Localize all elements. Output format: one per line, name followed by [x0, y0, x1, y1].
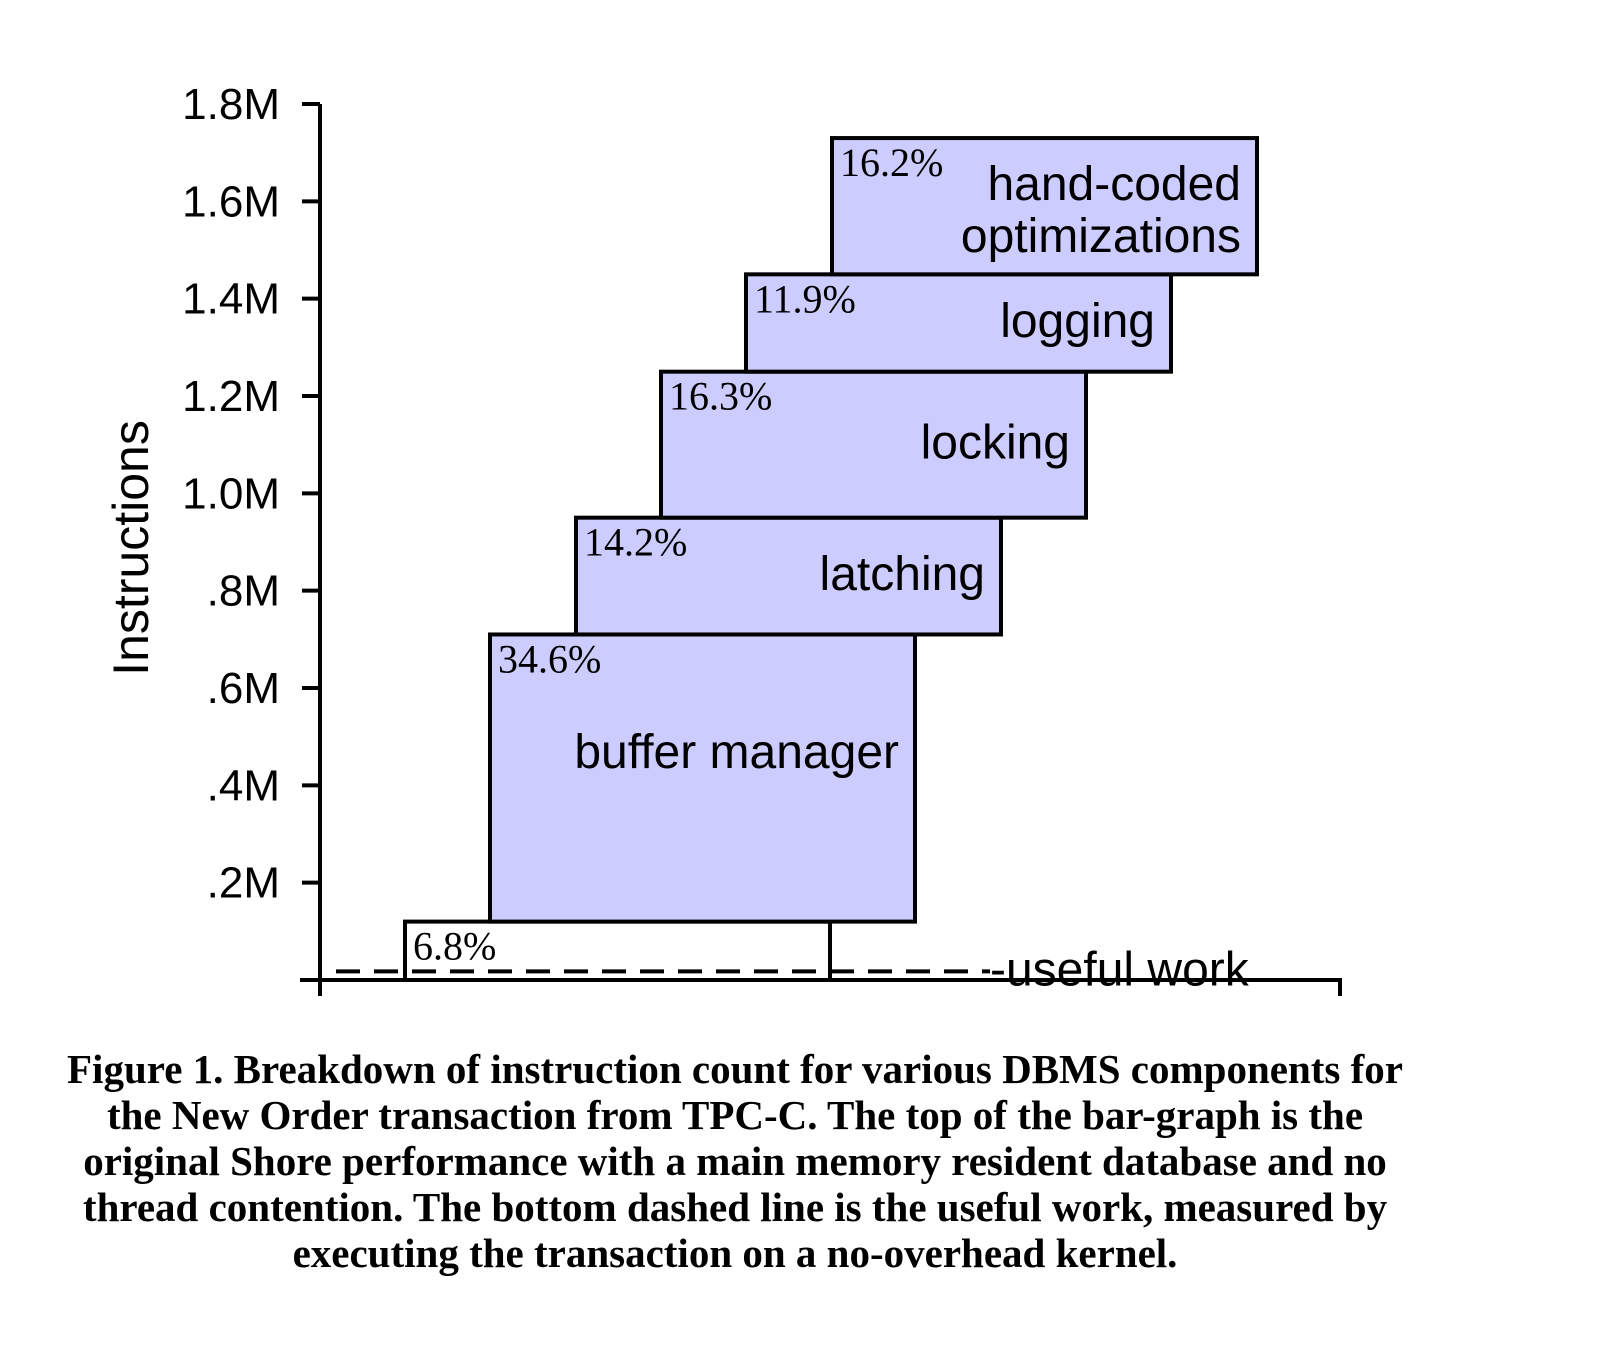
useful-work-label: -useful work [990, 943, 1250, 996]
segment-name-label: locking [921, 417, 1070, 470]
y-tick-label: 1.4M [182, 275, 280, 324]
y-tick-label: .2M [207, 859, 280, 908]
y-tick-label: .6M [207, 664, 280, 713]
segment-percent-label: 14.2% [584, 520, 687, 565]
segment-name-label: hand-coded [987, 158, 1241, 211]
y-tick-label: .8M [207, 567, 280, 616]
segment-name-label: latching [820, 548, 985, 601]
segment-percent-label: 16.3% [669, 374, 772, 419]
bar-segment [744, 272, 1173, 374]
bar-segment [574, 515, 1003, 637]
y-tick-label: 1.6M [182, 177, 280, 226]
bar-segments: 6.8% 34.6% buffer manager 14.2% latching 16.3… [403, 136, 1259, 982]
segment-name-label: logging [1000, 295, 1155, 348]
segment-name-label: buffer manager [574, 726, 899, 779]
figure-caption: Figure 1. Breakdown of instruction count… [67, 1046, 1403, 1276]
y-tick-label: 1.8M [182, 80, 280, 129]
bar-segment [488, 632, 917, 924]
y-tick-label: .4M [207, 761, 280, 810]
segment-percent-label: 34.6% [498, 636, 601, 681]
y-tick-label: 1.2M [182, 372, 280, 421]
segment-percent-label: 11.9% [754, 276, 856, 321]
waterfall-chart: .2M .4M .6M .8M 1.0M 1.2M 1.4M 1.6M 1.8M 6.8% 34.… [103, 80, 1342, 996]
bar-segment [830, 136, 1259, 277]
y-axis-label: Instructions [103, 420, 159, 676]
segment-name-label: optimizations [961, 210, 1241, 263]
segment-percent-label: 16.2% [840, 140, 943, 185]
y-tick-label: 1.0M [182, 469, 280, 518]
segment-percent-label: 6.8% [413, 924, 496, 969]
y-axis-ticks: .2M .4M .6M .8M 1.0M 1.2M 1.4M 1.6M 1.8M [182, 80, 320, 908]
